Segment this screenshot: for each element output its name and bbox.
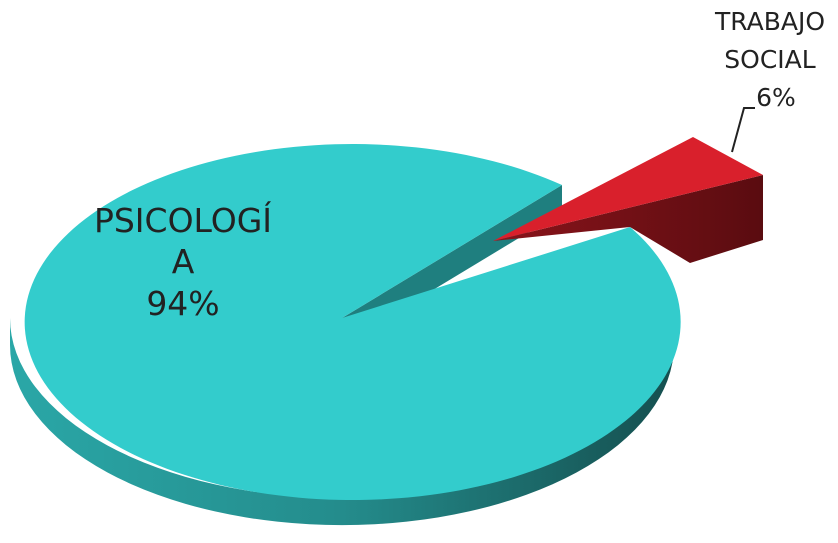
slice-trabajo-social-side [493, 175, 763, 263]
label-trabajo-social-line2: SOCIAL [724, 45, 815, 74]
slice-trabajo-social-top [493, 137, 763, 241]
label-trabajo-social-value: 6% [756, 83, 796, 112]
label-psicologia-line2: A [172, 242, 195, 281]
label-psicologia-line1: PSICOLOGÍ [94, 200, 272, 240]
slice-psicologia [10, 144, 681, 526]
leader-line [731, 107, 755, 153]
label-trabajo-social-line1: TRABAJO [714, 7, 825, 36]
label-psicologia-value: 94% [146, 284, 219, 323]
slice-trabajo-social [493, 137, 763, 263]
slice-psicologia-top [24, 144, 681, 501]
